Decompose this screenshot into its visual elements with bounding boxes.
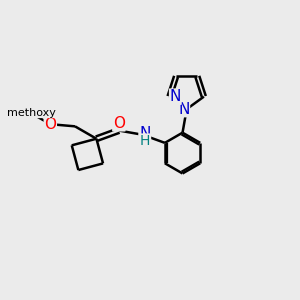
- Text: O: O: [113, 116, 125, 131]
- Text: N: N: [169, 89, 181, 104]
- Text: N: N: [139, 126, 150, 141]
- Text: H: H: [140, 134, 150, 148]
- Text: O: O: [44, 117, 56, 132]
- Text: methoxy: methoxy: [8, 108, 56, 118]
- Text: N: N: [178, 102, 190, 117]
